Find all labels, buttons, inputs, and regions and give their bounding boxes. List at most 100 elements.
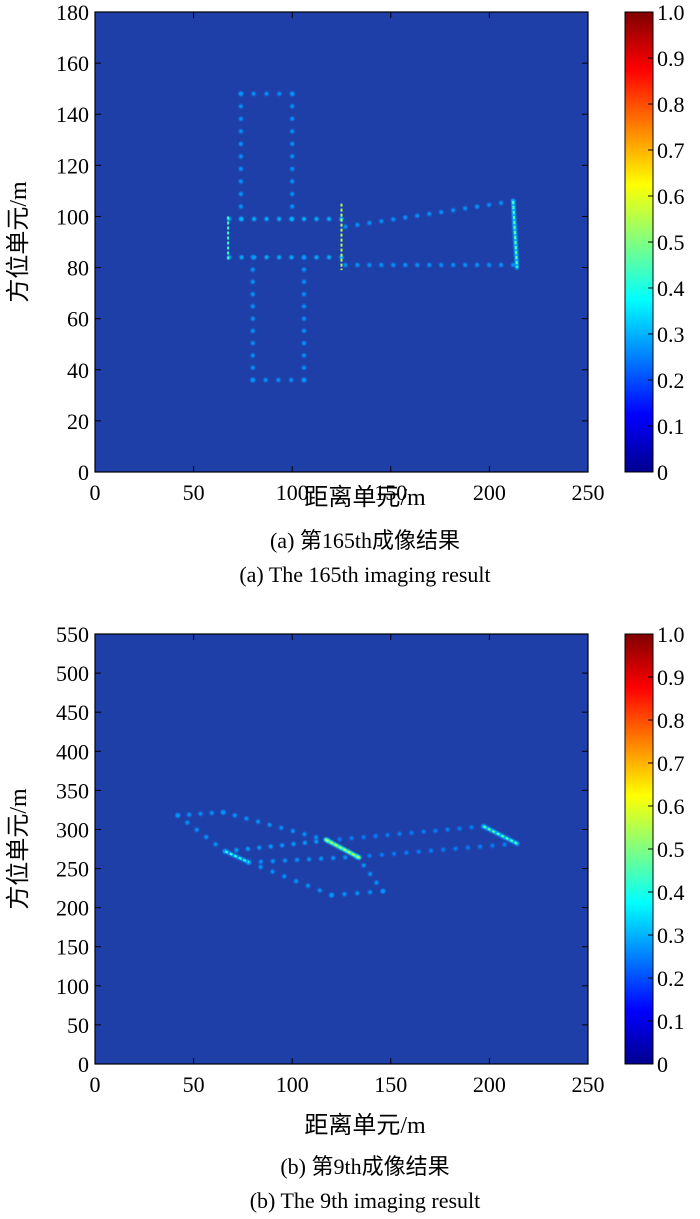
scatter-point [238, 104, 243, 109]
colorbar-tick-label: 0.1 [657, 414, 685, 439]
scatter-point [238, 129, 243, 134]
scatter-point [277, 255, 282, 260]
colorbar-tick-label: 0.4 [657, 880, 685, 905]
scatter-point [314, 839, 319, 844]
scatter-point [238, 141, 243, 146]
y-tick-label: 80 [67, 256, 89, 281]
caption-en-a: (a) The 165th imaging result [239, 562, 490, 587]
y-tick-label: 180 [56, 0, 89, 25]
x-tick-label: 50 [183, 480, 205, 505]
scatter-point [361, 835, 366, 840]
scatter-point [301, 292, 307, 297]
scatter-point [319, 856, 324, 861]
scatter-point [301, 316, 307, 321]
scatter-point [238, 154, 243, 159]
y-axis-label-b: 方位单元/m [5, 788, 32, 910]
x-axis-label-a: 距离单元/m [304, 484, 426, 511]
scatter-point [343, 855, 348, 860]
scatter-point [301, 353, 307, 358]
scatter-point [373, 834, 378, 839]
scatter-point [258, 859, 263, 864]
scatter-point [258, 864, 263, 870]
scatter-point [238, 166, 243, 171]
x-ticks-a: 0 50 100 150 200 250 [90, 12, 605, 505]
scatter-point [290, 104, 295, 109]
colorbar-tick-label: 0.2 [657, 368, 685, 393]
scatter-point [255, 819, 261, 824]
scatter-point [245, 846, 250, 852]
y-tick-label: 200 [56, 896, 89, 921]
colorbar-tick-label: 0 [657, 1052, 668, 1077]
y-tick-label: 160 [56, 51, 89, 76]
scatter-point [209, 810, 214, 816]
scatter-point [367, 262, 372, 268]
scatter-point [232, 813, 237, 818]
scatter-point [257, 845, 262, 850]
scatter-point [301, 377, 307, 383]
scatter-point [441, 847, 446, 852]
scatter-point [415, 262, 420, 268]
x-tick-label: 0 [90, 1072, 101, 1097]
colorbar-tick-label: 0.7 [657, 138, 685, 163]
y-axis-label-a: 方位单元/m [5, 181, 32, 303]
y-tick-label: 120 [56, 153, 89, 178]
scatter-point [392, 851, 397, 856]
scatter-point [355, 891, 360, 896]
scatter-point [238, 191, 243, 197]
scatter-point [301, 304, 307, 309]
scatter-point [439, 210, 444, 215]
x-tick-label: 250 [572, 480, 605, 505]
bright-line [512, 201, 519, 268]
scatter-point [490, 843, 495, 848]
scatter-point [380, 889, 385, 894]
scatter-point [451, 208, 456, 213]
x-tick-label: 0 [90, 480, 101, 505]
scatter-point [355, 222, 360, 227]
scatter-point [478, 844, 483, 849]
scatter-point [329, 893, 334, 898]
y-tick-label: 60 [67, 307, 89, 332]
y-tick-label: 400 [56, 739, 89, 764]
scatter-point [198, 811, 203, 816]
x-ticks-b: 0 50 100 150 200 250 [90, 634, 605, 1097]
scatter-point [361, 863, 366, 868]
scatter-point [428, 848, 434, 853]
colorbar-tick-label: 0.3 [657, 923, 685, 948]
scatter-point [379, 219, 384, 224]
plot-frame-a [94, 11, 589, 473]
image-marks-b [175, 810, 520, 898]
colorbar-tick-label: 0.3 [657, 322, 685, 347]
colorbar-tick-label: 0.9 [657, 46, 685, 71]
panel-a: 0 20 40 60 80 100 120 140 160 180 0 50 100 150 200 250… [5, 0, 685, 587]
scatter-point [263, 377, 268, 383]
colorbar-tick-label: 0 [657, 460, 668, 485]
y-ticks-b: 0 50 100 150 200 250 300 350 400 450 500 550 [56, 622, 588, 1077]
scatter-point [289, 255, 294, 260]
scatter-point [270, 869, 275, 874]
bright-line [483, 825, 518, 845]
scatter-point [487, 262, 492, 268]
scatter-point [416, 849, 421, 854]
scatter-point [250, 377, 255, 383]
scatter-point [290, 141, 295, 146]
scatter-point [291, 841, 296, 847]
colorbar-ticks-b: 0 0.1 0.2 0.3 0.4 0.5 0.6 0.7 0.8 0.9 1.0 [648, 622, 685, 1077]
scatter-point [250, 341, 255, 346]
scatter-point [175, 813, 180, 818]
y-tick-label: 0 [78, 1052, 89, 1077]
scatter-point [282, 858, 288, 863]
scatter-point [499, 200, 504, 205]
scatter-point [280, 843, 285, 848]
scatter-point [290, 828, 295, 834]
scatter-point [302, 832, 307, 837]
scatter-point [277, 91, 282, 96]
colorbar-tick-label: 0.7 [657, 751, 685, 776]
scatter-point [294, 857, 300, 863]
scatter-point [289, 216, 294, 222]
x-tick-label: 150 [374, 480, 407, 505]
scatter-point [465, 845, 470, 850]
scatter-point [252, 216, 257, 222]
scatter-point [355, 262, 360, 268]
scatter-point [421, 829, 426, 834]
